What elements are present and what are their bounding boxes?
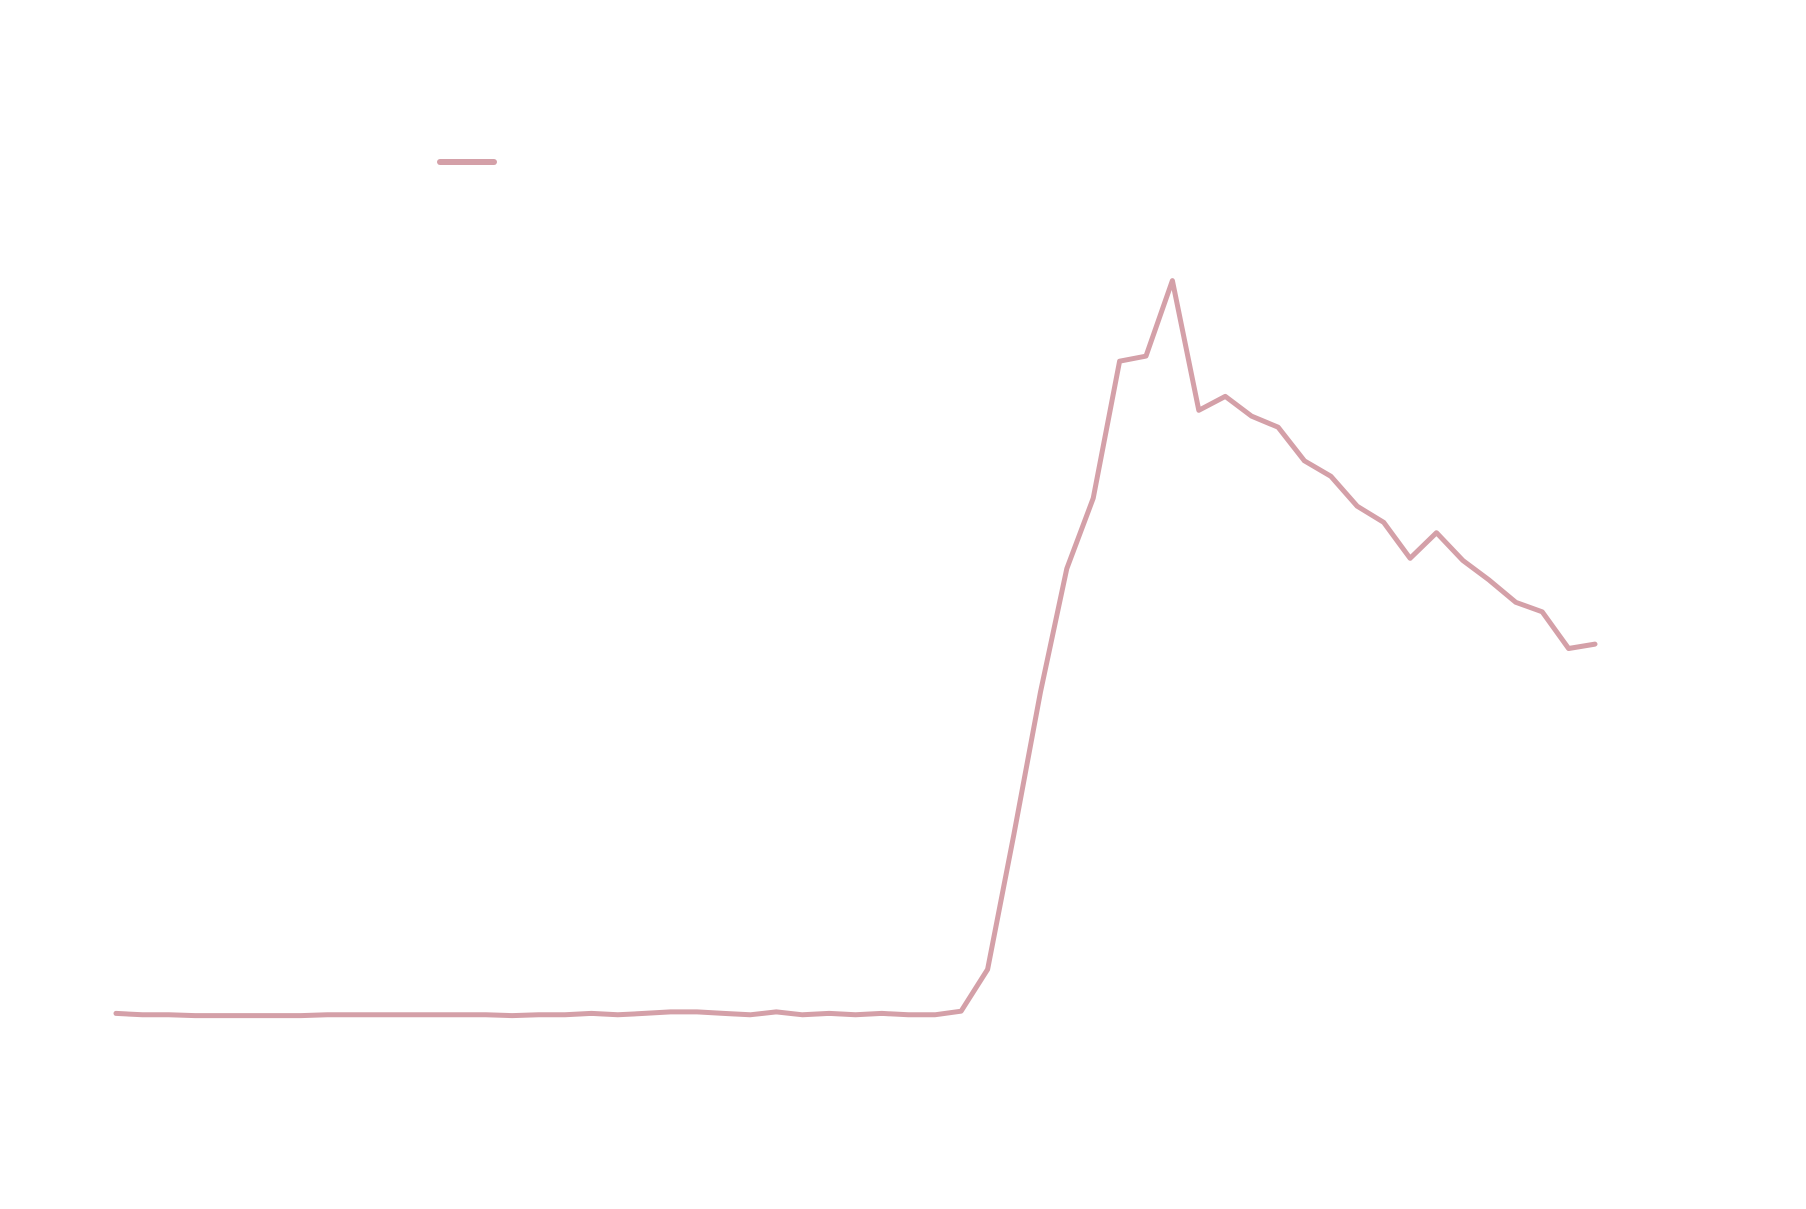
series-line	[113, 278, 1598, 1019]
